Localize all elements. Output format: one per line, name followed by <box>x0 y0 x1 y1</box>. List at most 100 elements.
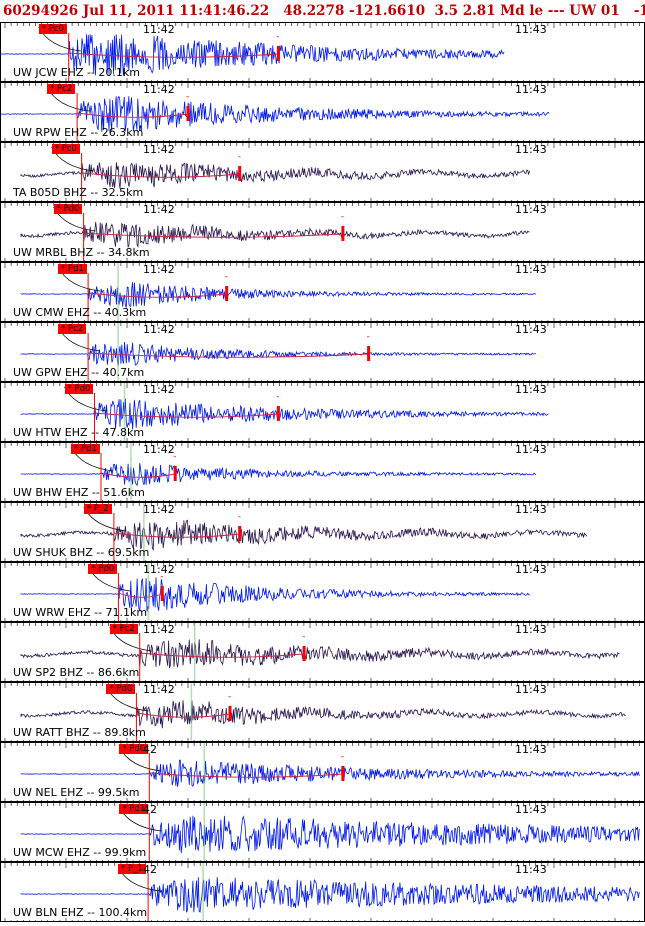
p-pick-label[interactable]: * Pd0 <box>119 744 149 754</box>
trace-panel[interactable]: - * P_2 11:42 11:43 UW SHUK BHZ -- 69.5km <box>0 502 645 562</box>
s-pick-label: - <box>276 392 279 402</box>
trace-panel[interactable]: - * Pd0 42 11:43 UW NEL EHZ -- 99.5km <box>0 742 645 802</box>
residual-line <box>94 412 279 418</box>
seismogram-svg: - <box>4 203 640 261</box>
p-pick-label[interactable]: * Pd1 <box>119 804 149 814</box>
event-magnitudes: 3.5 2.81 Md le --- <box>434 3 565 19</box>
residual-line <box>77 112 189 118</box>
residual-line <box>118 592 163 598</box>
trace-panel[interactable]: - * Pd0 11:42 11:43 UW WRW EHZ -- 71.1km <box>0 562 645 622</box>
trace-panel[interactable]: - * Pc2 11:42 11:43 UW GPW EHZ -- 40.7km <box>0 322 645 382</box>
trace-panel[interactable]: - * Pc0 11:42 11:43 TA B05D BHZ -- 32.5km <box>0 142 645 202</box>
time-mark-right: 11:43 <box>515 383 547 396</box>
p-pick-label[interactable]: * Pc0 <box>51 144 80 154</box>
trace-panel[interactable]: - * Pc2 11:42 11:43 UW SP2 BHZ -- 86.6km <box>0 622 645 682</box>
event-network: UW 01 -1 <box>569 3 645 19</box>
p-pick-label[interactable]: * Pd0 <box>88 564 118 574</box>
waveform-trace <box>20 221 530 248</box>
waveform-trace <box>20 877 640 913</box>
p-pick-label[interactable]: * Pc2 <box>47 84 76 94</box>
p-pick-label[interactable]: * Pc2 <box>109 624 138 634</box>
p-pick-label[interactable]: * P_2 <box>83 504 112 514</box>
p-pick-label[interactable]: * P_1 <box>118 864 146 874</box>
trace-panel[interactable]: - * Pd0 11:42 11:43 UW RATT BHZ -- 89.8km <box>0 682 645 742</box>
residual-line <box>83 232 343 238</box>
p-pick-label[interactable]: * Pc2 <box>58 324 87 334</box>
time-mark-right: 11:43 <box>515 263 547 276</box>
time-mark-left: 11:42 <box>143 83 175 96</box>
s-pick-marker[interactable] <box>302 646 306 661</box>
s-pick-marker[interactable] <box>367 346 371 361</box>
s-pick-marker[interactable] <box>238 166 242 181</box>
waveform-trace <box>20 162 530 189</box>
residual-line <box>136 712 231 718</box>
s-pick-label: - <box>341 212 344 222</box>
s-pick-label: - <box>302 632 305 642</box>
s-pick-marker[interactable] <box>341 766 345 781</box>
seismogram-svg: - <box>1 83 640 141</box>
s-pick-marker[interactable] <box>160 586 164 601</box>
time-ticks <box>4 383 640 441</box>
waveform-trace <box>20 398 549 430</box>
trace-panel[interactable]: - * Pd1 11:42 11:43 UW CMW EHZ -- 40.3km <box>0 262 645 322</box>
event-lon: -121.6610 <box>349 3 426 19</box>
s-pick-marker[interactable] <box>186 106 190 121</box>
s-pick-marker[interactable] <box>225 286 229 301</box>
seismogram-svg: - <box>4 683 640 741</box>
time-mark-left: 11:42 <box>143 503 175 516</box>
time-mark-left: 11:42 <box>143 23 175 36</box>
s-pick-marker[interactable] <box>276 46 280 61</box>
time-ticks <box>4 803 640 861</box>
waveform-trace <box>1 34 505 76</box>
time-ticks <box>4 443 640 501</box>
s-pick-label: - <box>228 692 231 702</box>
p-pick-label[interactable]: * Pd0 <box>64 384 94 394</box>
time-mark-right: 11:43 <box>515 683 547 696</box>
station-label: UW RPW EHZ -- 26.3km <box>13 126 144 139</box>
residual-line <box>100 472 176 478</box>
time-ticks <box>4 683 640 741</box>
s-pick-label: - <box>276 32 279 42</box>
time-mark-right: 11:43 <box>515 803 547 816</box>
time-mark-right: 11:43 <box>515 23 547 36</box>
s-pick-marker[interactable] <box>238 526 242 541</box>
station-label: UW NEL EHZ -- 99.5km <box>13 786 140 799</box>
trace-panel[interactable]: - * Pd1 11:42 11:43 UW BHW EHZ -- 51.6km <box>0 442 645 502</box>
trace-panel[interactable]: * P_1 42 11:43 UW BLN EHZ -- 100.4km <box>0 862 645 922</box>
station-label: UW SP2 BHZ -- 86.6km <box>13 666 140 679</box>
p-pick-label[interactable]: * Pd1 <box>70 444 100 454</box>
s-pick-marker[interactable] <box>228 706 232 721</box>
time-mark-right: 11:43 <box>515 143 547 156</box>
time-mark-right: 11:43 <box>515 323 547 336</box>
time-ticks <box>4 863 640 921</box>
time-ticks <box>4 263 640 321</box>
station-label: UW RATT BHZ -- 89.8km <box>13 726 146 739</box>
s-pick-marker[interactable] <box>341 226 345 241</box>
time-mark-left: 42 <box>143 743 157 756</box>
s-pick-label: - <box>186 92 189 102</box>
trace-panel[interactable]: - * Pc0 11:42 11:43 UW JCW EHZ -- 20.1km <box>0 22 645 82</box>
waveform-trace <box>20 577 530 613</box>
station-label: UW BHW EHZ -- 51.6km <box>13 486 145 499</box>
event-id: 60294926 <box>3 3 79 19</box>
p-pick-label[interactable]: * Pc0 <box>38 24 67 34</box>
trace-panel[interactable]: * Pd1 42 11:43 UW MCW EHZ -- 99.9km <box>0 802 645 862</box>
event-datetime: Jul 11, 2011 11:41:46.22 <box>82 3 270 19</box>
p-pick-label[interactable]: * Pd0 <box>53 204 83 214</box>
s-pick-marker[interactable] <box>173 466 177 481</box>
time-ticks <box>4 83 640 141</box>
trace-panel[interactable]: - * Pc2 11:42 11:43 UW RPW EHZ -- 26.3km <box>0 82 645 142</box>
station-label: UW WRW EHZ -- 71.1km <box>13 606 148 619</box>
time-mark-left: 11:42 <box>143 563 175 576</box>
trace-panel[interactable]: - * Pd0 11:42 11:43 UW MRBL BHZ -- 34.8km <box>0 202 645 262</box>
s-pick-marker[interactable] <box>276 406 280 421</box>
station-label: TA B05D BHZ -- 32.5km <box>13 186 144 199</box>
p-pick-label[interactable]: * Pd1 <box>58 264 87 274</box>
p-pick-label[interactable]: * Pd0 <box>106 684 136 694</box>
waveform-trace <box>20 281 536 308</box>
time-mark-left: 11:42 <box>143 323 175 336</box>
trace-panel[interactable]: - * Pd0 11:42 11:43 UW HTW EHZ -- 47.8km <box>0 382 645 442</box>
residual-line <box>88 352 369 358</box>
seismogram-svg: - <box>4 443 640 501</box>
time-mark-right: 11:43 <box>515 503 547 516</box>
